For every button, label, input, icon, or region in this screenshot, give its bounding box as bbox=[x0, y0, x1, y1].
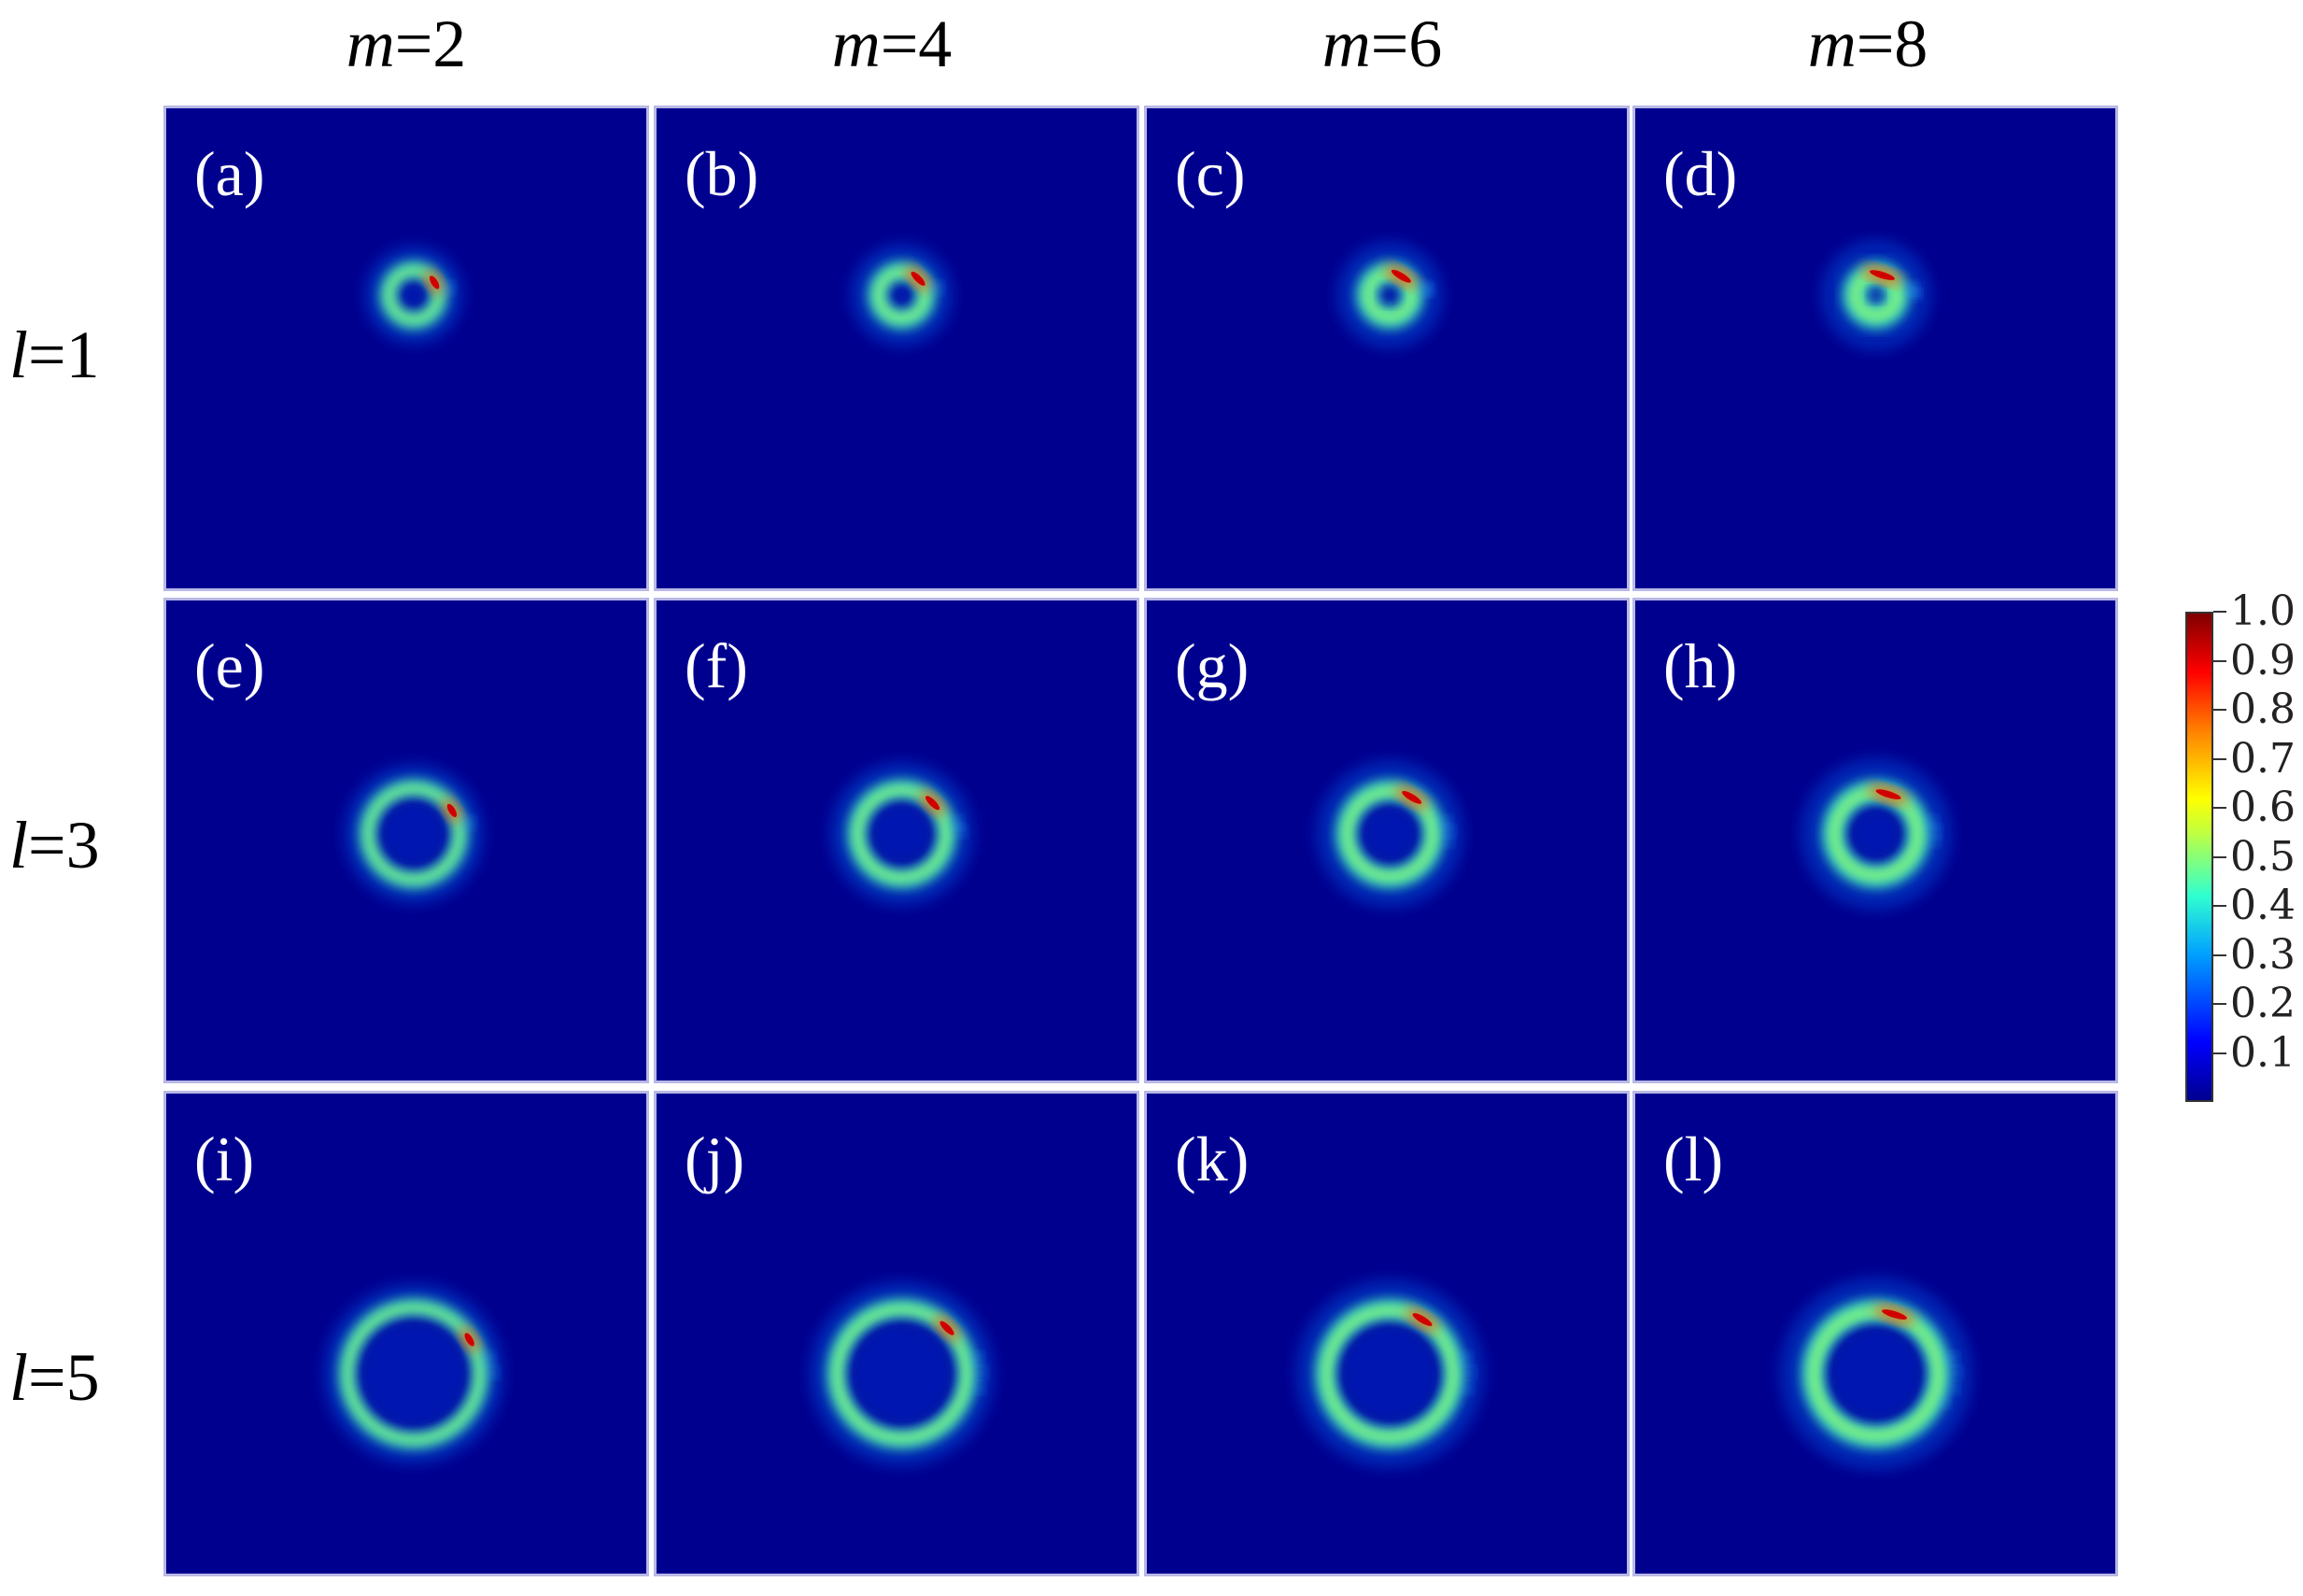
colorbar-tick bbox=[2213, 659, 2226, 662]
beam-intensity-map bbox=[829, 761, 975, 907]
colorbar-tick bbox=[2213, 855, 2226, 858]
colorbar-tick bbox=[2213, 905, 2226, 907]
column-label-m4: m=4 bbox=[831, 7, 953, 81]
panel-j: (j) bbox=[654, 1091, 1139, 1576]
beam-intensity-map bbox=[1335, 241, 1444, 349]
column-label-m6: m=6 bbox=[1321, 7, 1443, 81]
beam-intensity-map bbox=[850, 243, 954, 347]
beam-intensity-map bbox=[1800, 757, 1953, 911]
beam-intensity-map bbox=[363, 245, 464, 346]
panel-l: (l) bbox=[1632, 1091, 2118, 1576]
colorbar-tick-label: 0.6 bbox=[2230, 784, 2296, 831]
colorbar-tick-label: 1.0 bbox=[2230, 587, 2296, 635]
colorbar-tick-label: 0.8 bbox=[2230, 685, 2296, 733]
colorbar-tick-label: 0.5 bbox=[2230, 832, 2296, 881]
panel-label: (l) bbox=[1663, 1123, 1724, 1194]
panel-label: (e) bbox=[194, 630, 265, 701]
beam-intensity-map bbox=[1294, 1278, 1485, 1469]
column-label-m2: m=2 bbox=[346, 7, 467, 81]
beam-intensity-map bbox=[809, 1280, 996, 1467]
colorbar-tick bbox=[2213, 807, 2226, 809]
panel-label: (a) bbox=[194, 138, 265, 209]
panel-label: (c) bbox=[1175, 138, 1246, 209]
panel-label: (h) bbox=[1663, 630, 1738, 701]
panel-c: (c) bbox=[1144, 106, 1630, 591]
panel-g: (g) bbox=[1144, 598, 1630, 1083]
panel-label: (i) bbox=[194, 1123, 255, 1194]
colorbar bbox=[2185, 612, 2213, 1102]
column-label-m8: m=8 bbox=[1807, 7, 1929, 81]
colorbar-tick-label: 0.2 bbox=[2230, 980, 2296, 1027]
panel-label: (g) bbox=[1175, 630, 1250, 701]
row-label-l1: l=1 bbox=[9, 318, 100, 392]
panel-label: (k) bbox=[1175, 1123, 1250, 1194]
colorbar-tick-label: 0.1 bbox=[2230, 1028, 2296, 1077]
colorbar-tick-label: 0.3 bbox=[2230, 930, 2296, 979]
beam-intensity-map bbox=[1820, 239, 1932, 351]
colorbar-tick-label: 0.9 bbox=[2230, 636, 2296, 685]
panel-d: (d) bbox=[1632, 106, 2118, 591]
colorbar-tick bbox=[2213, 611, 2226, 613]
colorbar-tick-label: 0.4 bbox=[2230, 882, 2296, 929]
panel-label: (d) bbox=[1663, 138, 1738, 209]
colorbar-tick bbox=[2213, 1052, 2226, 1054]
colorbar-tick bbox=[2213, 1003, 2226, 1005]
colorbar-tick bbox=[2213, 953, 2226, 956]
panel-e: (e) bbox=[163, 598, 649, 1083]
beam-intensity-map bbox=[322, 1282, 505, 1465]
panel-label: (j) bbox=[685, 1123, 745, 1194]
panel-f: (f) bbox=[654, 598, 1139, 1083]
row-label-l3: l=3 bbox=[9, 808, 100, 883]
panel-i: (i) bbox=[163, 1091, 649, 1576]
panel-b: (b) bbox=[654, 106, 1139, 591]
panel-a: (a) bbox=[163, 106, 649, 591]
panel-label: (f) bbox=[685, 630, 748, 701]
colorbar-tick bbox=[2213, 757, 2226, 760]
beam-intensity-map bbox=[1779, 1277, 1973, 1471]
beam-intensity-map bbox=[343, 763, 485, 905]
panel-label: (b) bbox=[685, 138, 759, 209]
colorbar-tick bbox=[2213, 709, 2226, 711]
panel-h: (h) bbox=[1632, 598, 2118, 1083]
colorbar-tick-label: 0.7 bbox=[2230, 734, 2296, 783]
row-label-l5: l=5 bbox=[9, 1340, 100, 1415]
beam-intensity-map bbox=[1315, 759, 1464, 909]
panel-k: (k) bbox=[1144, 1091, 1630, 1576]
